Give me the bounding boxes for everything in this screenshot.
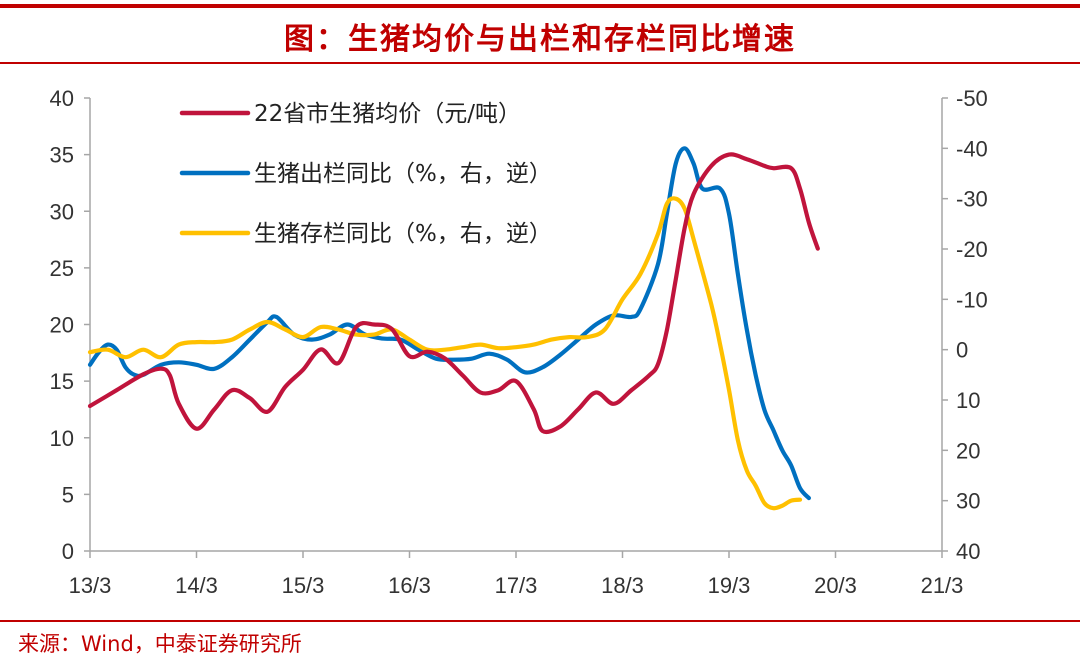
title-rule [0,62,1080,64]
right-tick-label: 40 [956,539,980,564]
x-tick-label: 13/3 [69,573,112,598]
chart-lines [87,146,820,511]
right-tick-label: 30 [956,489,980,514]
left-tick-label: 30 [50,199,74,224]
right-tick-label: 20 [956,438,980,463]
legend-label-slaughter: 生猪出栏同比（%，右，逆） [254,161,552,187]
left-tick-label: 35 [50,143,74,168]
left-tick-label: 25 [50,256,74,281]
right-tick-label: -20 [956,237,988,262]
chart-ticks: 0 5 10 15 20 25 30 35 40 -50 -40 -30 -20 -10 0 10 20 30 40… [50,86,988,598]
source-note: 来源：Wind，中泰证券研究所 [18,632,302,656]
bottom-rule [0,620,1080,622]
line-chart: 0 5 10 15 20 25 30 35 40 -50 -40 -30 -20 -10 0 10 20 30 40… [50,86,988,598]
series-line-price [87,152,820,435]
x-tick-label: 17/3 [495,573,538,598]
series-line-slaughter [87,146,811,501]
right-tick-label: -10 [956,287,988,312]
right-tick-label: 0 [956,338,968,363]
x-tick-label: 15/3 [282,573,325,598]
chart-legend: 22省市生猪均价（元/吨） 生猪出栏同比（%，右，逆） 生猪存栏同比（%，右，逆） [179,101,552,247]
right-tick-label: 10 [956,388,980,413]
x-tick-label: 16/3 [388,573,431,598]
legend-label-inventory: 生猪存栏同比（%，右，逆） [254,221,552,247]
x-tick-label: 21/3 [921,573,964,598]
left-tick-label: 5 [62,482,74,507]
right-tick-label: -40 [956,136,988,161]
right-tick-label: -30 [956,187,988,212]
left-tick-label: 10 [50,426,74,451]
series-line-inventory [87,196,803,511]
legend-label-price: 22省市生猪均价（元/吨） [254,101,521,127]
left-tick-label: 40 [50,86,74,111]
x-tick-label: 14/3 [175,573,218,598]
x-tick-label: 19/3 [708,573,751,598]
chart-axes [84,97,948,558]
top-rule [0,4,1080,8]
x-tick-label: 20/3 [814,573,857,598]
right-tick-label: -50 [956,86,988,111]
left-tick-label: 15 [50,369,74,394]
left-tick-label: 0 [62,539,74,564]
x-tick-label: 18/3 [601,573,644,598]
left-tick-label: 20 [50,313,74,338]
page-title: 图：生猪均价与出栏和存栏同比增速 [284,22,796,57]
